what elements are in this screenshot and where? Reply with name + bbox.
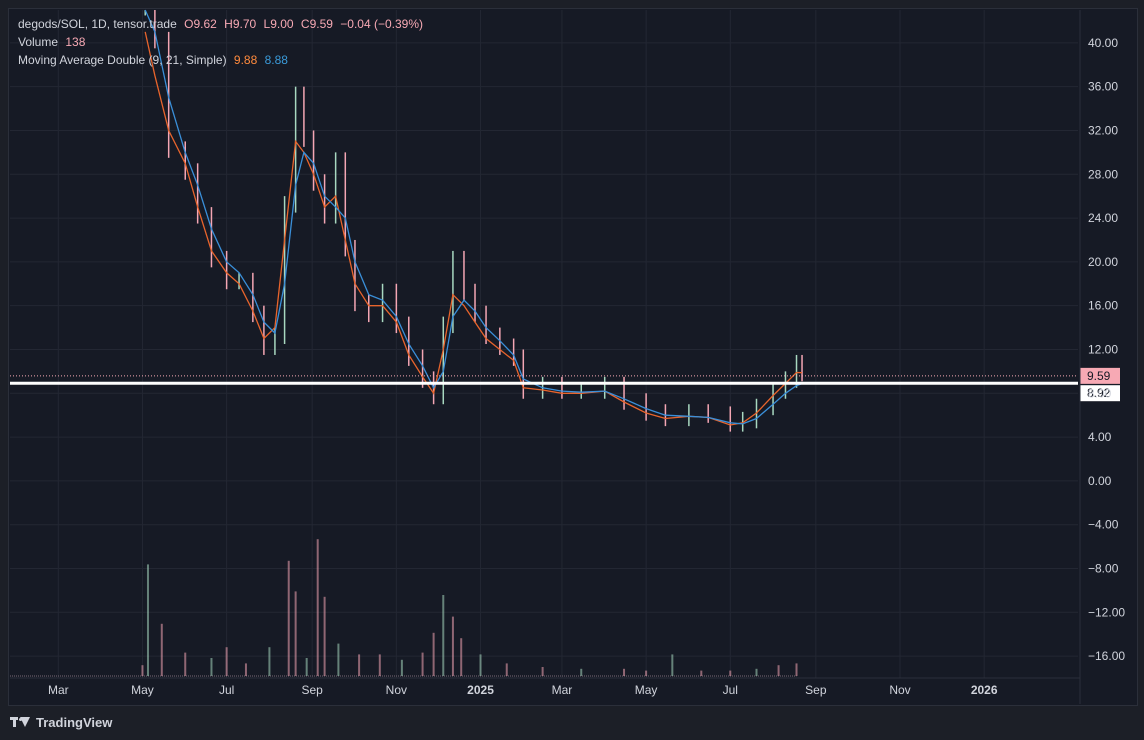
symbol-title: degods/SOL, 1D, tensor.trade: [18, 17, 177, 31]
horizontal-line-label: 8.92: [1087, 386, 1111, 400]
y-tick-label: −16.00: [1088, 649, 1125, 663]
volume-bar: [421, 652, 424, 676]
ma-slow-value: 8.88: [264, 53, 288, 67]
volume-bar: [305, 658, 308, 676]
volume-bar: [244, 663, 247, 676]
y-tick-label: 0.00: [1088, 474, 1112, 488]
ohlc-open: O9.62: [184, 17, 217, 31]
x-tick-label: Mar: [552, 683, 573, 697]
volume-bar: [479, 654, 482, 676]
x-tick-label: Mar: [48, 683, 69, 697]
time-axis: Mar May Jul Sep Nov 2025 Mar May Jul Sep Nov 2026: [10, 677, 1080, 697]
y-tick-label: 8.00: [1088, 386, 1112, 400]
y-tick-label: 12.00: [1088, 342, 1118, 356]
volume-bar: [432, 632, 435, 676]
ma-fast-value: 9.88: [233, 53, 258, 67]
volume-bar: [623, 668, 626, 676]
y-tick-label: 20.00: [1088, 255, 1118, 269]
volume-bar: [460, 638, 463, 676]
volume-legend[interactable]: Volume 138: [18, 34, 89, 50]
brand-name: TradingView: [36, 714, 113, 730]
volume-bar: [141, 665, 144, 676]
y-tick-label: −4.00: [1088, 518, 1119, 532]
x-tick-label: Jul: [723, 683, 738, 697]
volume-label: Volume: [18, 35, 59, 49]
volume-bar: [160, 623, 163, 676]
volume-value: 138: [65, 35, 86, 49]
ohlc-close: C9.59: [300, 17, 333, 31]
volume-bar: [294, 591, 297, 676]
volume-bars: [10, 539, 798, 677]
volume-bar: [146, 564, 149, 676]
volume-bar: [316, 539, 319, 676]
volume-bar: [358, 654, 361, 676]
volume-bar: [210, 658, 213, 676]
ohlc-high: H9.70: [224, 17, 257, 31]
volume-bar: [451, 616, 454, 676]
volume-bar: [580, 668, 583, 676]
volume-bar: [184, 652, 187, 676]
x-tick-label: Sep: [302, 683, 324, 697]
x-tick-label: Nov: [889, 683, 910, 697]
last-price-badge: [1080, 367, 1120, 384]
volume-bar: [755, 668, 758, 676]
x-tick-label: Nov: [386, 683, 407, 697]
volume-bar: [777, 665, 780, 676]
price-layer: [144, 10, 803, 432]
y-tick-label: −8.00: [1088, 561, 1119, 575]
grid-lines: [10, 10, 1078, 678]
x-tick-label: 2026: [971, 683, 998, 697]
y-tick-label: 36.00: [1088, 80, 1118, 94]
y-tick-label: 16.00: [1088, 299, 1118, 313]
ma-label: Moving Average Double (9, 21, Simple): [18, 53, 227, 67]
chart-frame[interactable]: [8, 8, 1138, 706]
price-axis: 40.00 36.00 32.00 28.00 24.00 20.00 16.00 12.00…: [1079, 10, 1125, 704]
ohlc-low: L9.00: [263, 17, 294, 31]
ma-line-21: [144, 9, 803, 425]
volume-bar: [323, 596, 326, 676]
ma-line-9: [144, 31, 803, 426]
y-tick-label: 28.00: [1088, 167, 1118, 181]
x-tick-label: May: [635, 683, 658, 697]
y-tick-label: 32.00: [1088, 123, 1118, 137]
tradingview-logo-icon: [10, 716, 30, 728]
last-price-label: 9.59: [1087, 369, 1111, 383]
moving-average-lines: [144, 9, 803, 426]
volume-bar: [378, 654, 381, 676]
volume-bar: [700, 670, 703, 676]
x-tick-label: 2025: [467, 683, 494, 697]
volume-bar: [795, 663, 798, 676]
y-tick-label: 40.00: [1088, 36, 1118, 50]
volume-bar: [225, 647, 228, 676]
volume-bar: [400, 659, 403, 676]
horizontal-line: 9.59 8.92: [10, 367, 1120, 402]
symbol-legend[interactable]: degods/SOL, 1D, tensor.trade O9.62 H9.70…: [18, 16, 427, 32]
volume-bar: [671, 654, 674, 676]
x-tick-label: Jul: [219, 683, 234, 697]
y-tick-label: −12.00: [1088, 605, 1125, 619]
y-tick-label: 4.00: [1088, 430, 1112, 444]
x-tick-label: May: [131, 683, 154, 697]
y-tick-label: 24.00: [1088, 211, 1118, 225]
volume-bar: [645, 670, 648, 676]
horizontal-line-badge: [1080, 385, 1120, 402]
volume-bar: [337, 643, 340, 676]
ma-legend[interactable]: Moving Average Double (9, 21, Simple) 9.…: [18, 52, 292, 68]
volume-bar: [729, 670, 732, 676]
volume-bar: [268, 647, 271, 676]
volume-bar: [287, 560, 290, 676]
volume-bar: [505, 663, 508, 676]
volume-bar: [541, 667, 544, 676]
volume-bar: [442, 595, 445, 676]
x-tick-label: Sep: [805, 683, 827, 697]
ohlc-change: −0.04 (−0.39%): [340, 17, 424, 31]
footer-brand[interactable]: TradingView: [10, 712, 112, 732]
